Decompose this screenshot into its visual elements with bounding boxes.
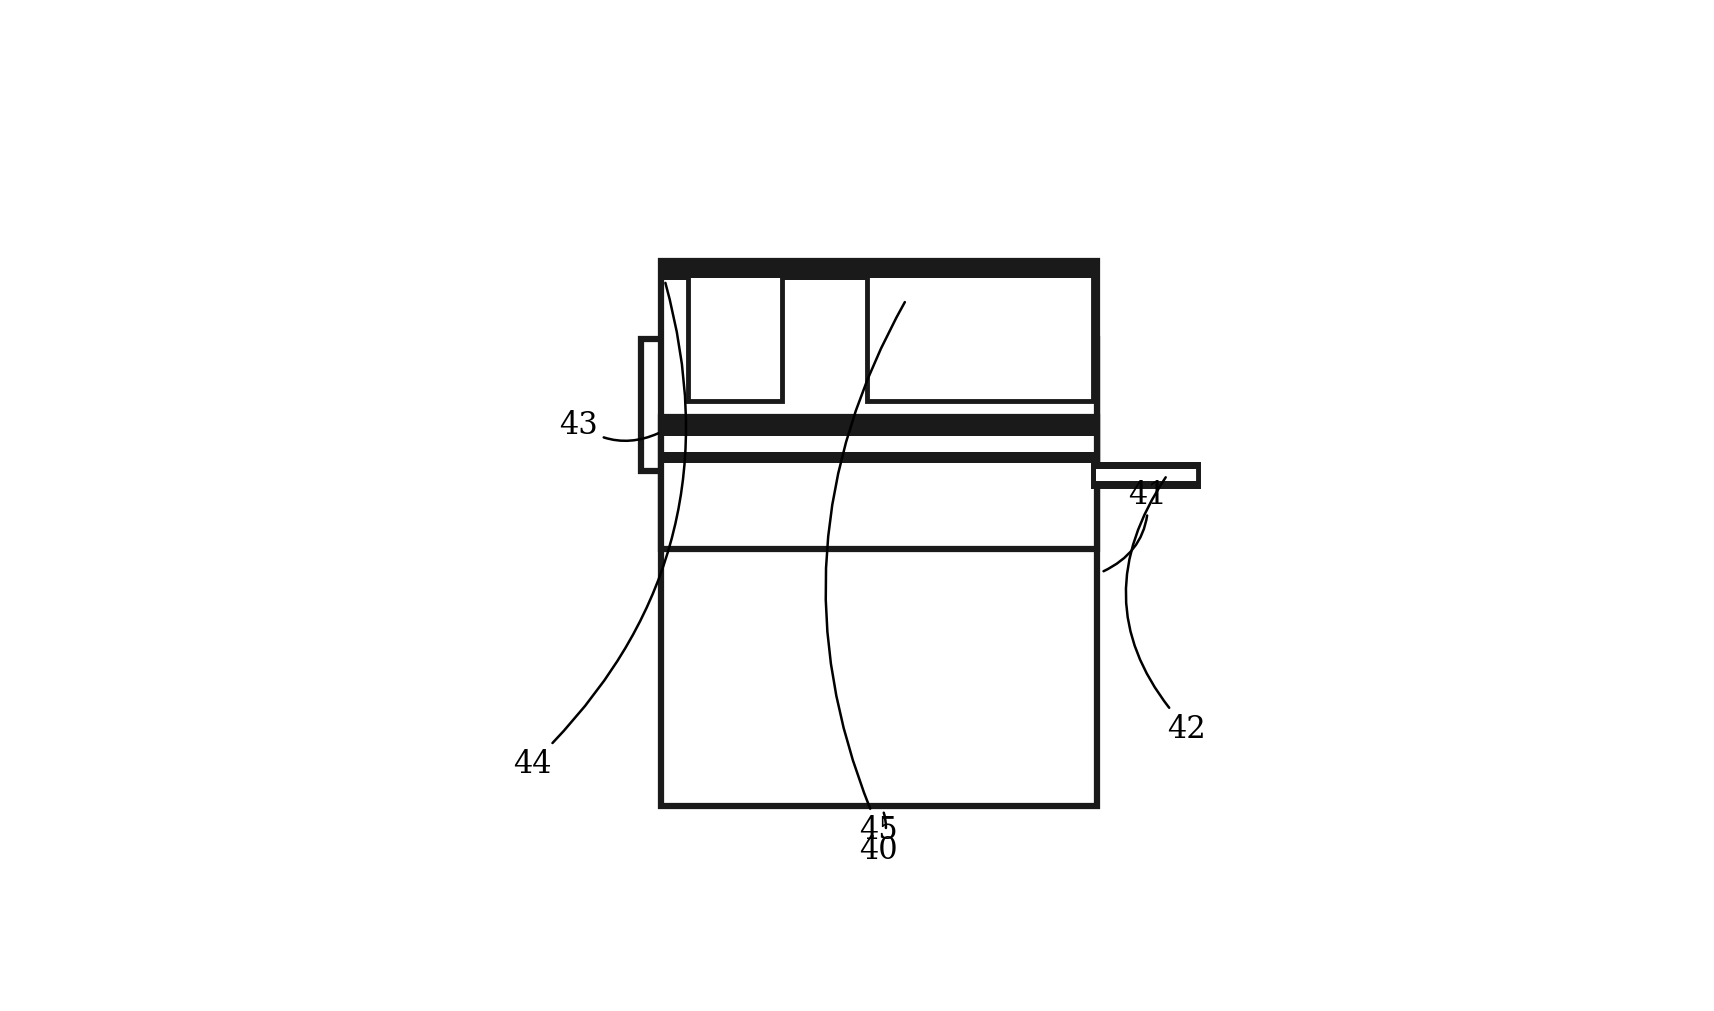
Bar — [1092, 465, 1198, 486]
Text: 45: 45 — [824, 302, 905, 845]
Bar — [660, 452, 1097, 464]
Text: 40: 40 — [859, 813, 898, 864]
Bar — [687, 262, 782, 401]
Bar — [867, 262, 1092, 401]
Bar — [660, 421, 1097, 437]
Bar — [687, 262, 782, 279]
Bar — [641, 340, 665, 471]
Bar — [1092, 465, 1198, 486]
Text: 43: 43 — [559, 409, 658, 442]
Bar — [660, 262, 1097, 471]
Text: 44: 44 — [512, 283, 686, 779]
Bar — [660, 418, 1097, 549]
Bar — [1095, 469, 1198, 482]
Bar — [660, 340, 1097, 807]
Text: 42: 42 — [1124, 478, 1205, 744]
Bar — [867, 262, 1092, 279]
Text: 41: 41 — [1102, 479, 1167, 571]
Bar — [660, 262, 1097, 281]
